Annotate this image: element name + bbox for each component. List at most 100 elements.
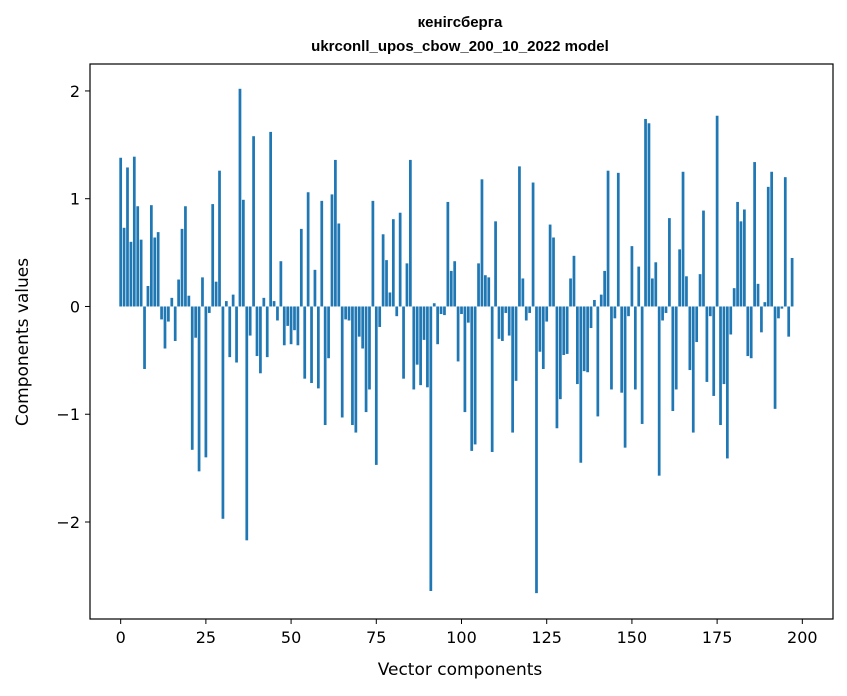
- y-tick-label-1: 1: [70, 190, 80, 209]
- bar-161: [668, 218, 671, 307]
- chart-title: кенігсберга: [418, 14, 503, 31]
- y-tick-label-2: 2: [70, 82, 80, 101]
- bar-80: [391, 219, 395, 307]
- bar-193: [777, 306, 780, 319]
- bar-96: [446, 201, 450, 307]
- bar-153: [640, 306, 644, 424]
- bar-99: [456, 306, 460, 362]
- bar-16: [173, 306, 177, 341]
- bar-87: [415, 306, 419, 365]
- bars-group: [119, 88, 794, 594]
- bar-6: [139, 239, 143, 307]
- bar-177: [722, 306, 726, 385]
- bar-175: [715, 115, 719, 307]
- bar-122: [535, 306, 538, 594]
- bar-186: [753, 162, 756, 307]
- bar-33: [231, 294, 235, 307]
- bar-135: [579, 306, 583, 463]
- bar-50: [289, 306, 293, 345]
- bar-93: [436, 306, 440, 345]
- x-tick-label-50: 50: [281, 628, 301, 647]
- x-tick-label-25: 25: [196, 628, 216, 647]
- bar-113: [504, 306, 508, 313]
- bar-48: [282, 306, 286, 346]
- bar-53: [299, 228, 303, 307]
- bar-57: [313, 269, 317, 307]
- bar-24: [201, 277, 204, 307]
- bar-150: [630, 246, 634, 307]
- bar-40: [255, 306, 259, 357]
- bar-116: [514, 306, 518, 381]
- bar-172: [705, 306, 709, 382]
- bar-168: [691, 306, 695, 433]
- bar-61: [327, 306, 330, 359]
- bar-156: [651, 278, 654, 307]
- bar-70: [357, 306, 361, 337]
- bar-121: [531, 182, 535, 307]
- bar-196: [787, 306, 791, 337]
- bar-76: [378, 306, 382, 327]
- chart-subtitle: ukrconll_upos_cbow_200_10_2022 model: [311, 38, 609, 55]
- bar-144: [610, 306, 613, 390]
- bar-124: [541, 306, 545, 369]
- bar-21: [190, 306, 194, 450]
- bar-83: [402, 306, 405, 379]
- x-tick-label-100: 100: [446, 628, 477, 647]
- bar-107: [483, 275, 487, 307]
- bar-164: [678, 249, 681, 307]
- bar-105: [477, 263, 480, 307]
- x-tick-label-125: 125: [531, 628, 562, 647]
- bar-103: [470, 306, 474, 451]
- bar-75: [374, 306, 378, 465]
- bar-54: [303, 306, 307, 379]
- bar-7: [143, 306, 146, 369]
- bar-179: [729, 306, 733, 335]
- bar-137: [586, 306, 589, 373]
- bar-32: [228, 306, 232, 358]
- bar-4: [132, 156, 136, 307]
- bar-115: [511, 306, 514, 433]
- bar-189: [763, 302, 767, 307]
- bar-128: [555, 306, 559, 429]
- bar-82: [398, 212, 402, 307]
- bar-23: [197, 306, 201, 472]
- bar-173: [708, 306, 712, 317]
- bar-134: [576, 306, 579, 385]
- bar-63: [334, 159, 337, 307]
- bar-148: [623, 306, 627, 448]
- bar-165: [681, 171, 685, 307]
- bar-184: [746, 306, 750, 357]
- bar-112: [501, 306, 504, 341]
- bar-138: [589, 306, 593, 329]
- bar-181: [736, 201, 739, 307]
- bar-12: [160, 306, 163, 320]
- bar-92: [432, 303, 436, 307]
- bar-11: [156, 232, 160, 307]
- bar-141: [599, 294, 603, 307]
- bar-98: [453, 261, 457, 307]
- bar-73: [368, 306, 371, 390]
- bar-118: [521, 278, 525, 307]
- x-tick-label-0: 0: [116, 628, 126, 647]
- bar-46: [276, 306, 279, 321]
- bar-197: [790, 257, 794, 307]
- bar-131: [565, 306, 569, 354]
- bar-34: [235, 306, 238, 363]
- bar-52: [296, 306, 300, 346]
- bar-68: [351, 306, 354, 426]
- bar-29: [218, 170, 221, 307]
- bar-101: [463, 306, 467, 413]
- bar-109: [490, 306, 494, 452]
- bar-44: [269, 131, 272, 307]
- bar-22: [194, 306, 198, 338]
- bar-104: [473, 306, 477, 445]
- bar-90: [426, 306, 429, 388]
- bar-17: [177, 279, 180, 307]
- bar-108: [487, 277, 491, 307]
- bar-174: [712, 306, 716, 396]
- bar-41: [259, 306, 262, 374]
- bar-95: [443, 306, 446, 316]
- bar-69: [354, 306, 358, 433]
- bar-5: [136, 206, 140, 307]
- bar-166: [685, 276, 688, 307]
